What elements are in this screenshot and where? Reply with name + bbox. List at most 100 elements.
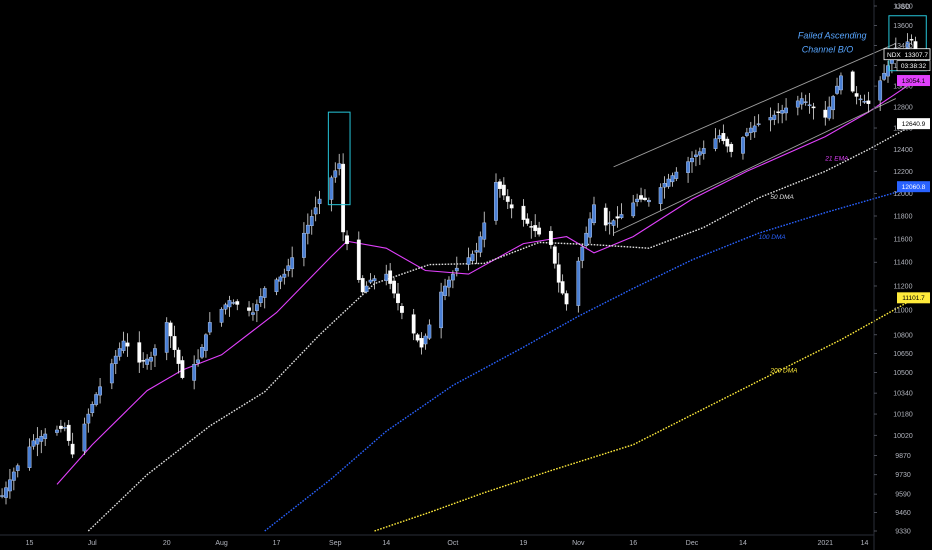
candle-body	[207, 322, 212, 333]
price-tag-21-ema-box	[897, 75, 930, 87]
candle-body	[768, 117, 773, 121]
candle-body	[615, 216, 620, 219]
price-tag-21-ema-label: 13054.1	[902, 78, 926, 85]
candle-body	[360, 278, 365, 293]
candle-body	[607, 222, 612, 225]
candle-body	[58, 425, 63, 429]
candle-body	[780, 110, 785, 114]
candle-body	[439, 291, 444, 329]
last-price-label: 13307.7	[905, 52, 929, 59]
candle-body	[548, 230, 553, 245]
candle-body	[8, 479, 12, 492]
candle-body	[470, 253, 475, 262]
candle-body	[505, 196, 510, 202]
price-tick-label: 13600	[893, 23, 913, 30]
candle-body	[305, 224, 310, 234]
candle-body	[803, 101, 808, 103]
candle-body	[145, 358, 150, 365]
candle-body	[646, 199, 651, 203]
candle-body	[282, 273, 287, 278]
candle-body	[501, 184, 506, 196]
candle-body	[196, 359, 200, 364]
candle-body	[141, 360, 146, 362]
price-tick-label: 12200	[893, 169, 913, 176]
candle-body	[427, 324, 432, 339]
candle-body	[521, 205, 526, 220]
candle-body	[329, 177, 334, 200]
candle-body	[631, 202, 636, 217]
channel-layer	[613, 43, 897, 234]
price-tag-layer: NDX 13307.703:38:3213054.112640.912060.81…	[883, 48, 931, 304]
time-tick-label: 14	[382, 540, 390, 547]
candle-body	[717, 135, 722, 139]
candle-body	[498, 181, 502, 189]
time-tick-label: Aug	[215, 540, 228, 547]
candle-body	[251, 312, 255, 315]
candle-body	[748, 127, 753, 133]
candle-body	[701, 148, 706, 154]
price-tag-50-dma-box	[897, 118, 930, 130]
currency-label: USD	[896, 4, 911, 11]
candle-body	[666, 178, 671, 187]
candle-body	[474, 250, 479, 253]
ma-label-21ema: 21 EMA	[824, 155, 848, 162]
candle-body	[125, 342, 130, 347]
candle-body	[419, 338, 424, 348]
candle-body	[341, 163, 346, 233]
price-tick-label: 13400	[893, 43, 913, 50]
candle-body	[109, 363, 114, 384]
candle-body	[588, 218, 592, 238]
time-tick-label: 14	[861, 540, 869, 547]
candle-body	[290, 257, 295, 270]
candle-body	[756, 123, 761, 125]
candle-body	[137, 342, 142, 363]
candle-body	[839, 75, 843, 91]
candle-body	[415, 334, 420, 341]
candle-body	[784, 107, 788, 114]
price-tick-label: 9590	[895, 492, 911, 499]
candle-body	[274, 279, 279, 292]
time-tick-label: 2021	[817, 540, 833, 547]
ma-label-50dma: 50 DMA	[770, 194, 793, 201]
moving-average-layer: 21 EMA 50 DMA 100 DMA 200 DMA	[56, 80, 916, 532]
candle-body	[670, 175, 675, 183]
price-tick-label: 12400	[893, 147, 913, 154]
price-tick-label: 11400	[894, 260, 913, 267]
time-axis[interactable]: 15 Jul 20 Aug 17 Sep 14 Oct 19 Nov 16 Dec 14 2021 14	[0, 534, 874, 547]
candle-body	[153, 348, 157, 356]
candle-body	[454, 267, 459, 272]
price-tick-label: 9870	[895, 453, 911, 460]
candle-body	[309, 216, 314, 226]
candle-body	[752, 125, 757, 133]
candle-body	[533, 225, 538, 232]
last-price-tag-box	[883, 48, 931, 61]
candle-body	[729, 143, 734, 152]
time-tick-label: Sep	[329, 540, 342, 547]
candle-body	[443, 285, 447, 296]
candle-body	[4, 487, 8, 498]
candle-body	[94, 394, 99, 405]
price-tick-label: 9460	[895, 510, 911, 517]
candle-body	[15, 465, 20, 471]
candle-body	[55, 429, 59, 433]
price-tag-200-dma-box	[897, 292, 930, 304]
candle-body	[258, 296, 263, 303]
time-tick-label: Jul	[88, 540, 97, 547]
candle-body	[854, 93, 859, 97]
channel-line-lower	[613, 98, 897, 234]
candle-body	[690, 157, 694, 163]
candle-body	[772, 114, 777, 120]
candle-body	[552, 246, 557, 264]
candle-body	[388, 270, 393, 284]
candle-body	[62, 427, 67, 429]
time-tick-label: 17	[273, 540, 281, 547]
candle-body	[882, 72, 886, 80]
candle-body	[858, 98, 863, 101]
price-tick-label: 10500	[893, 370, 913, 377]
candle-body	[117, 348, 122, 357]
candle-body	[368, 279, 373, 283]
candle-body	[0, 495, 4, 497]
candle-body	[674, 171, 679, 179]
